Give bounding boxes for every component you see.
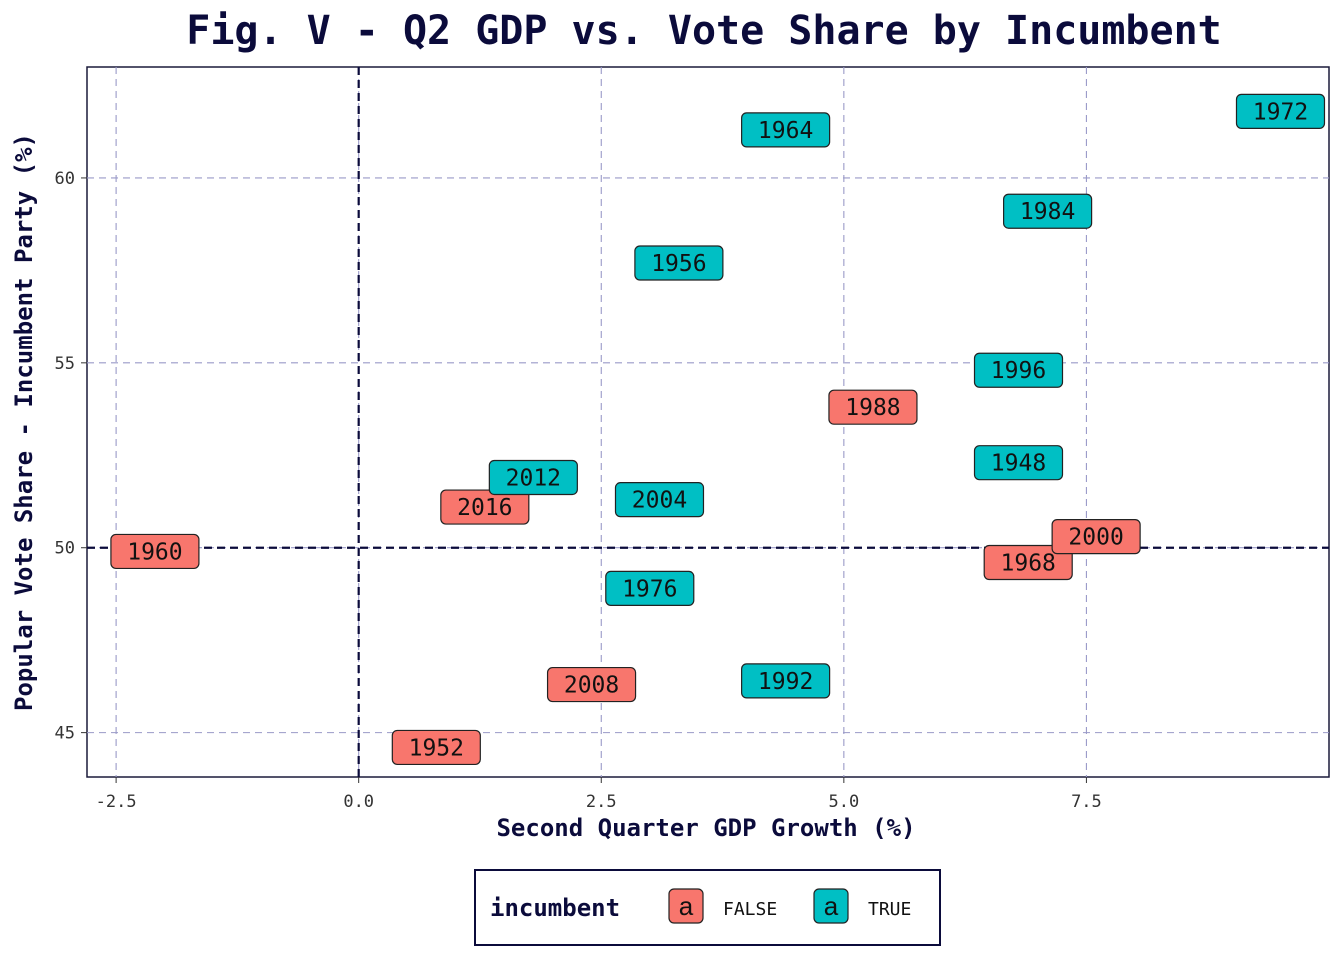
label-text: 2000 xyxy=(1068,525,1123,551)
label-box xyxy=(391,729,481,766)
x-tick-label: 7.5 xyxy=(1071,792,1102,812)
label-box xyxy=(1051,519,1141,555)
label-box xyxy=(973,352,1064,388)
x-axis-ticks: -2.5 0.0 2.5 5.0 7.5 xyxy=(96,777,1102,812)
label-text: 1976 xyxy=(622,576,677,602)
label-text: 1960 xyxy=(127,539,182,565)
x-tick-label: 0.0 xyxy=(343,792,374,812)
point-label-1960: 1960 xyxy=(110,533,200,570)
legend-key-glyph-false: a xyxy=(679,891,694,921)
label-text: 2012 xyxy=(506,465,561,491)
legend-key-glyph-true: a xyxy=(824,891,839,921)
point-label-1996: 1996 xyxy=(973,352,1064,388)
legend-title: incumbent xyxy=(490,894,620,922)
y-tick-label: 55 xyxy=(55,354,75,374)
label-text: 1968 xyxy=(1001,551,1056,577)
point-label-1988: 1988 xyxy=(828,389,918,425)
label-box xyxy=(1235,93,1326,129)
point-label-1968: 1968 xyxy=(983,544,1073,581)
point-label-2016: 2016 xyxy=(440,489,530,525)
data-labels: 1952 1960 1968 1988 2000 2008 2016 1948 1956 1964… xyxy=(110,93,1326,766)
point-label-2012: 2012 xyxy=(488,459,578,496)
legend-label-true: TRUE xyxy=(868,899,911,920)
label-box xyxy=(634,245,724,281)
point-label-2000: 2000 xyxy=(1051,519,1141,555)
point-label-1948: 1948 xyxy=(973,445,1064,481)
y-axis-ticks: 45 50 55 60 xyxy=(55,169,87,744)
label-text: 1956 xyxy=(651,251,706,277)
x-tick-label: 5.0 xyxy=(828,792,859,812)
label-box xyxy=(741,663,831,699)
legend-label-false: FALSE xyxy=(723,899,777,920)
x-tick-label: 2.5 xyxy=(586,792,617,812)
y-tick-label: 60 xyxy=(55,169,75,189)
point-label-1956: 1956 xyxy=(634,245,724,281)
legend: incumbent a FALSE a TRUE xyxy=(474,869,941,946)
label-box xyxy=(1003,193,1093,229)
point-label-1992: 1992 xyxy=(741,663,831,699)
label-text: 2016 xyxy=(457,495,512,521)
label-box xyxy=(488,459,578,496)
label-box xyxy=(110,533,200,570)
label-box xyxy=(605,570,695,607)
point-label-1972: 1972 xyxy=(1235,93,1326,129)
label-text: 1972 xyxy=(1253,99,1308,125)
point-label-1952: 1952 xyxy=(391,729,481,766)
x-axis-title: Second Quarter GDP Growth (%) xyxy=(496,814,915,842)
label-box xyxy=(440,489,530,525)
chart-title: Fig. V - Q2 GDP vs. Vote Share by Incumb… xyxy=(186,8,1222,54)
label-box xyxy=(741,112,831,148)
label-text: 1964 xyxy=(758,118,813,144)
label-box xyxy=(614,482,705,518)
label-text: 1948 xyxy=(991,451,1046,477)
y-tick-label: 45 xyxy=(55,724,75,744)
point-label-1984: 1984 xyxy=(1003,193,1093,229)
label-text: 1952 xyxy=(409,735,464,761)
label-box xyxy=(973,445,1064,481)
label-box xyxy=(983,544,1073,581)
label-box xyxy=(828,389,918,425)
label-text: 1988 xyxy=(845,395,900,421)
x-tick-label: -2.5 xyxy=(96,792,137,812)
label-text: 2008 xyxy=(564,673,619,699)
y-tick-label: 50 xyxy=(55,539,75,559)
label-text: 1996 xyxy=(991,358,1046,384)
label-text: 2004 xyxy=(632,488,687,514)
legend-key-false xyxy=(668,888,704,924)
point-label-2008: 2008 xyxy=(546,666,637,703)
point-label-2004: 2004 xyxy=(614,482,705,518)
point-label-1976: 1976 xyxy=(605,570,695,607)
legend-box xyxy=(474,869,941,946)
plot-panel xyxy=(86,66,1330,778)
legend-key-true xyxy=(813,888,849,924)
label-box xyxy=(546,666,637,703)
point-label-1964: 1964 xyxy=(741,112,831,148)
label-text: 1992 xyxy=(758,669,813,695)
label-text: 1984 xyxy=(1020,199,1075,225)
y-axis-title: Popular Vote Share - Incumbent Party (%) xyxy=(10,133,38,711)
